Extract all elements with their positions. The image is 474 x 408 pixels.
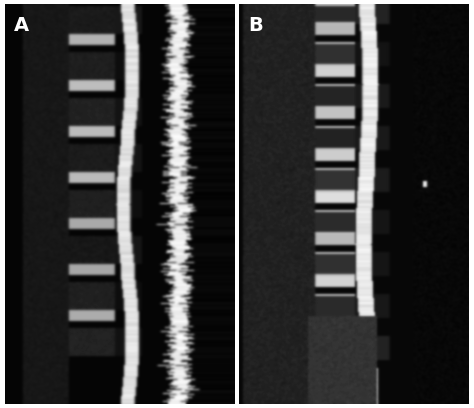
Text: A: A [14,16,29,35]
Text: B: B [248,16,264,35]
